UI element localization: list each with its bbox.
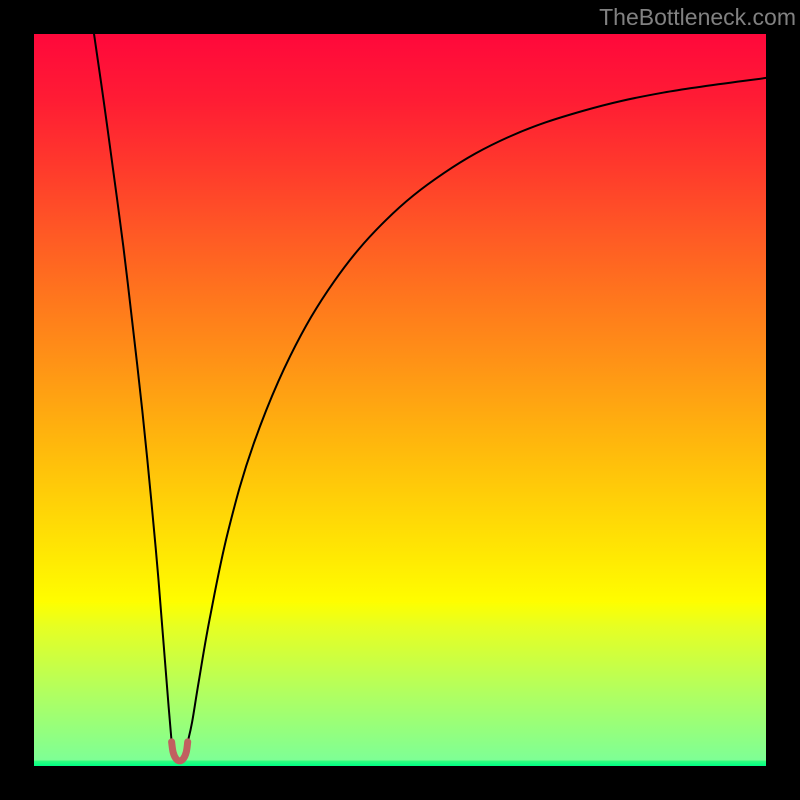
chart-background [34,34,766,766]
chart-stage: TheBottleneck.com [0,0,800,800]
bottleneck-chart [34,34,766,766]
watermark-text: TheBottleneck.com [599,4,796,31]
